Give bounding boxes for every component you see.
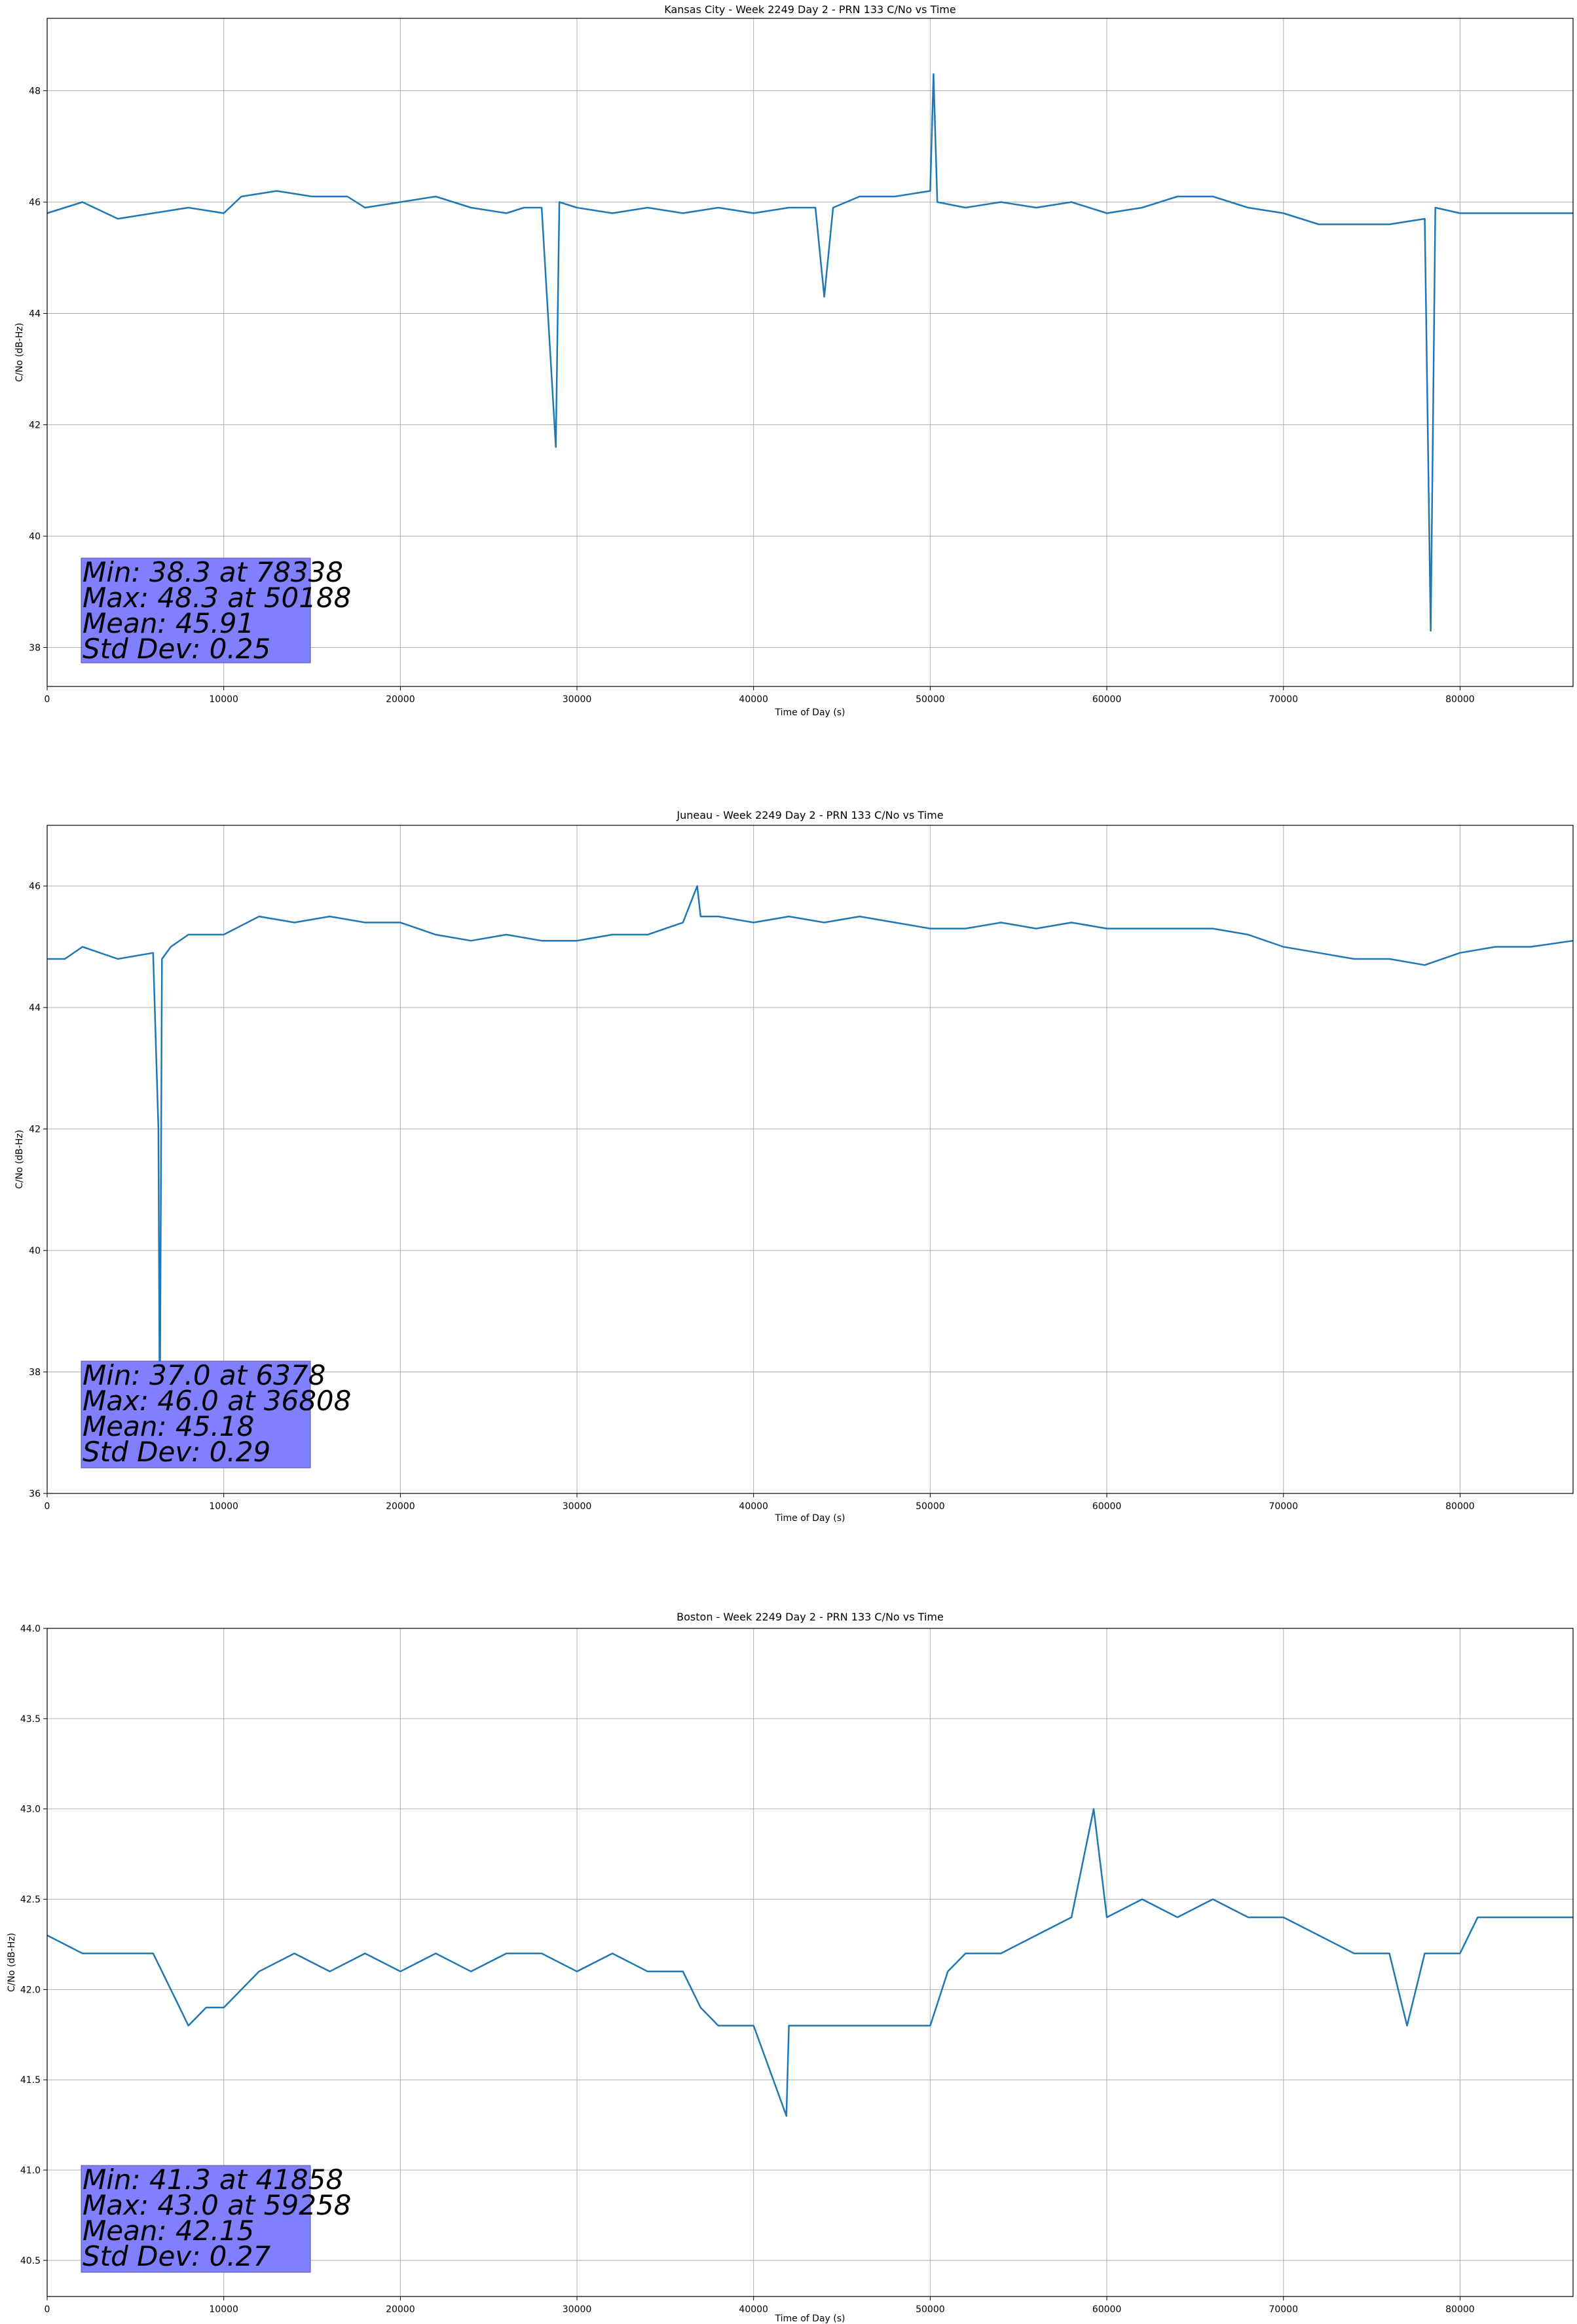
stats-min: Min: 37.0 at 6378 [83, 1359, 325, 1391]
y-tick-label: 44 [29, 1003, 41, 1013]
y-tick-label: 42 [29, 421, 41, 431]
x-tick-label: 20000 [386, 694, 415, 705]
x-tick-label: 80000 [1445, 2304, 1475, 2315]
series-line [46, 1808, 1573, 2117]
axes-border [46, 18, 1574, 687]
x-tick-label: 10000 [209, 2304, 238, 2315]
y-tick-label: 42 [29, 1125, 41, 1135]
y-axis-label: C/No (dB-Hz) [7, 1933, 17, 1992]
y-tick-label: 43.5 [20, 1714, 41, 1725]
axes-frame [46, 1628, 1574, 2297]
x-tick-label: 40000 [739, 694, 768, 705]
x-tick-label: 0 [45, 2304, 50, 2315]
y-tick-label: 44 [29, 309, 41, 320]
y-tick-label: 42.0 [20, 1985, 41, 1995]
x-tick-label: 70000 [1269, 1501, 1298, 1512]
x-tick-label: 80000 [1445, 1501, 1475, 1512]
y-tick-label: 38 [29, 1368, 41, 1378]
y-axis-ticks: 38 40 42 44 46 48 [29, 86, 47, 654]
x-axis-label: Time of Day (s) [775, 2314, 845, 2324]
series-line [47, 885, 1574, 1434]
stats-box: Min: 41.3 at 41858 Max: 43.0 at 59258 Me… [81, 2164, 351, 2273]
stats-min: Min: 38.3 at 78338 [83, 556, 343, 588]
x-tick-label: 10000 [209, 1501, 238, 1512]
x-tick-label: 20000 [386, 2304, 415, 2315]
x-tick-label: 30000 [563, 2304, 592, 2315]
y-axis-ticks: 36 38 40 42 44 46 [29, 882, 47, 1499]
x-tick-label: 60000 [1092, 694, 1122, 705]
x-tick-label: 20000 [386, 1501, 415, 1512]
y-tick-label: 40 [29, 532, 41, 542]
y-tick-label: 38 [29, 643, 41, 654]
stats-max: Max: 46.0 at 36808 [83, 1385, 351, 1417]
axes-frame [46, 18, 1574, 687]
stats-mean: Mean: 42.15 [83, 2215, 254, 2247]
chart-title: Boston - Week 2249 Day 2 - PRN 133 C/No … [677, 1611, 944, 1623]
stats-mean: Mean: 45.18 [83, 1410, 254, 1442]
panel-boston: Boston - Week 2249 Day 2 - PRN 133 C/No … [7, 1611, 1574, 2324]
grid [46, 18, 1573, 686]
y-tick-label: 41.5 [20, 2075, 41, 2086]
x-axis-ticks: 0 10000 20000 30000 40000 50000 60000 70000 8000… [45, 2296, 1475, 2315]
panel-kansas-city: Kansas City - Week 2249 Day 2 - PRN 133 … [14, 3, 1574, 718]
x-tick-label: 80000 [1445, 694, 1475, 705]
x-axis-label: Time of Day (s) [775, 707, 845, 718]
stats-max: Max: 43.0 at 59258 [83, 2189, 351, 2221]
y-tick-label: 43.0 [20, 1805, 41, 1815]
x-tick-label: 30000 [563, 1501, 592, 1512]
stats-mean: Mean: 45.91 [83, 607, 254, 639]
axes-frame [46, 825, 1574, 1494]
x-tick-label: 30000 [563, 694, 592, 705]
x-tick-label: 70000 [1269, 2304, 1298, 2315]
x-tick-label: 10000 [209, 694, 238, 705]
stats-box: Min: 37.0 at 6378 Max: 46.0 at 36808 Mea… [81, 1359, 351, 1469]
y-tick-label: 40.5 [20, 2256, 41, 2266]
stats-min: Min: 41.3 at 41858 [83, 2164, 343, 2196]
x-tick-label: 0 [45, 1501, 50, 1512]
x-tick-label: 50000 [916, 1501, 945, 1512]
x-axis-ticks: 0 10000 20000 30000 40000 50000 60000 70000 8000… [45, 686, 1475, 705]
x-tick-label: 60000 [1092, 1501, 1122, 1512]
x-axis-label: Time of Day (s) [775, 1513, 845, 1524]
stats-std-dev: Std Dev: 0.29 [83, 1436, 270, 1468]
axes-border [46, 1628, 1574, 2297]
stats-box: Min: 38.3 at 78338 Max: 48.3 at 50188 Me… [81, 556, 351, 665]
stats-max: Max: 48.3 at 50188 [83, 582, 351, 614]
plot-area [46, 1808, 1573, 2117]
plot-area [46, 73, 1573, 632]
y-tick-label: 36 [29, 1489, 41, 1499]
y-tick-label: 46 [29, 882, 41, 892]
y-axis-ticks: 40.5 41.0 41.5 42.0 42.5 43.0 43.5 44.0 [20, 1624, 47, 2266]
panel-juneau: Juneau - Week 2249 Day 2 - PRN 133 C/No … [14, 809, 1574, 1524]
stats-std-dev: Std Dev: 0.25 [83, 633, 270, 665]
x-axis-ticks: 0 10000 20000 30000 40000 50000 60000 70000 8000… [45, 1493, 1475, 1512]
stats-box-background [81, 557, 311, 664]
y-tick-label: 40 [29, 1246, 41, 1256]
stats-std-dev: Std Dev: 0.27 [83, 2240, 270, 2272]
series-line [46, 73, 1573, 632]
x-tick-label: 50000 [916, 2304, 945, 2315]
stats-box-background [81, 1360, 311, 1469]
y-axis-label: C/No (dB-Hz) [14, 323, 25, 382]
x-tick-label: 70000 [1269, 694, 1298, 705]
stats-box-background [81, 2165, 311, 2273]
x-tick-label: 50000 [916, 694, 945, 705]
y-tick-label: 42.5 [20, 1895, 41, 1905]
x-tick-label: 60000 [1092, 2304, 1122, 2315]
y-tick-label: 44.0 [20, 1624, 41, 1634]
x-tick-label: 0 [45, 694, 50, 705]
y-tick-label: 48 [29, 86, 41, 97]
x-tick-label: 40000 [739, 1501, 768, 1512]
y-tick-label: 41.0 [20, 2165, 41, 2176]
plot-area [47, 885, 1574, 1434]
y-tick-label: 46 [29, 198, 41, 208]
chart-title: Juneau - Week 2249 Day 2 - PRN 133 C/No … [676, 809, 943, 821]
y-axis-label: C/No (dB-Hz) [14, 1130, 25, 1189]
chart-title: Kansas City - Week 2249 Day 2 - PRN 133 … [664, 3, 955, 16]
axes-border [46, 825, 1574, 1494]
x-tick-label: 40000 [739, 2304, 768, 2315]
